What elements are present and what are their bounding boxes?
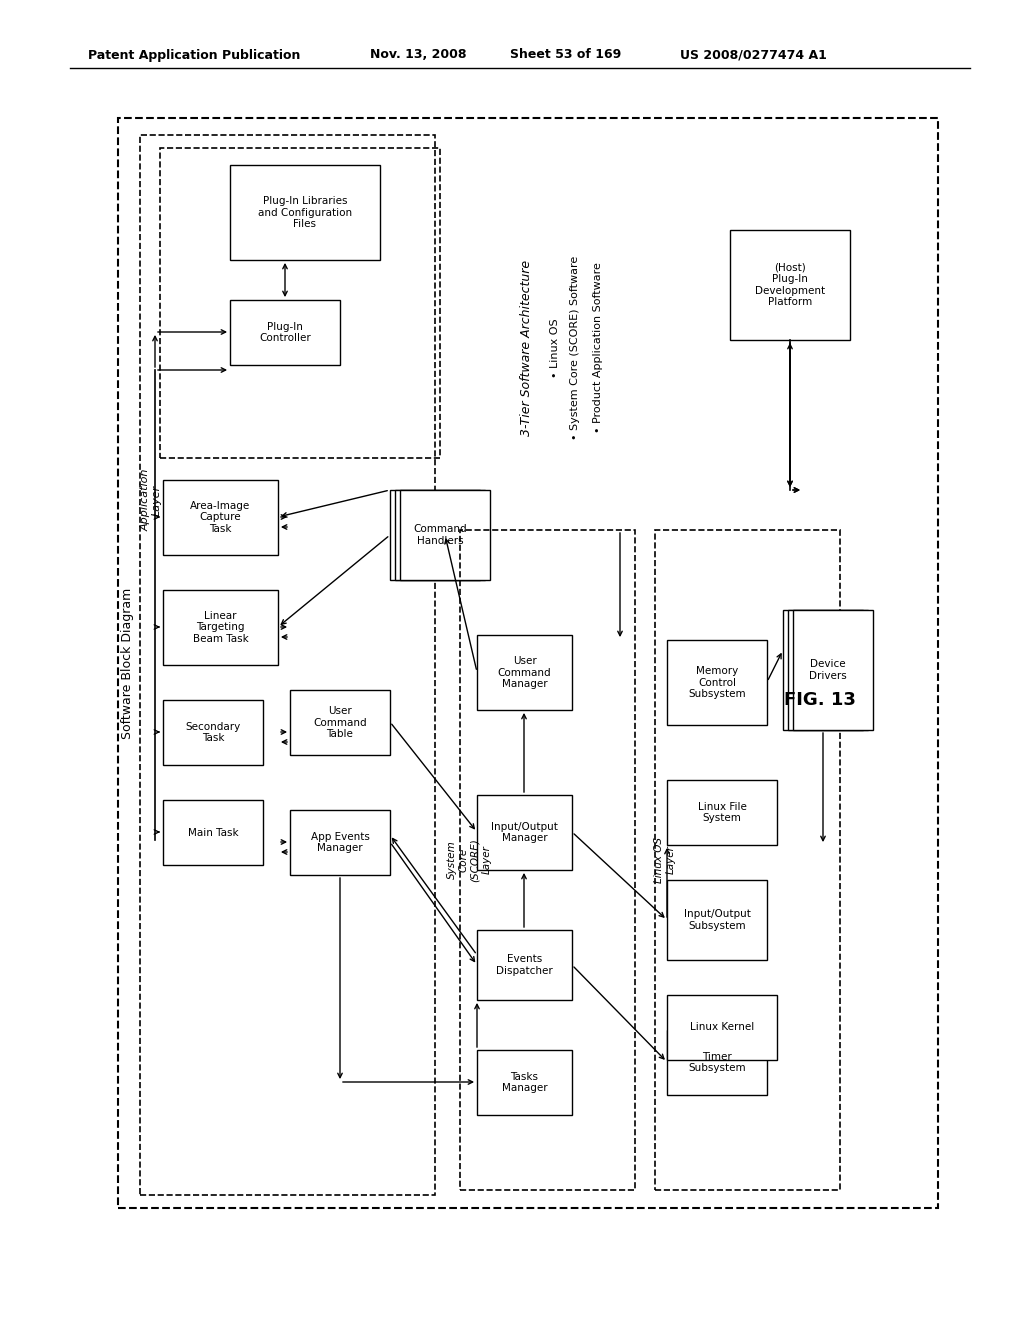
Bar (160, 148, 440, 458)
Text: Main Task: Main Task (187, 828, 239, 837)
Bar (230, 165, 380, 260)
Text: Memory
Control
Subsystem: Memory Control Subsystem (688, 665, 745, 700)
Bar (163, 800, 263, 865)
Bar (290, 810, 390, 875)
Text: Area-Image
Capture
Task: Area-Image Capture Task (190, 500, 251, 535)
Text: FIG. 13: FIG. 13 (784, 690, 856, 709)
Bar (140, 135, 435, 1195)
Bar (460, 531, 635, 1191)
Bar (395, 490, 485, 579)
Text: • Product Application Software: • Product Application Software (593, 263, 603, 433)
Text: Input/Output
Manager: Input/Output Manager (492, 821, 558, 843)
Text: Secondary
Task: Secondary Task (185, 722, 241, 743)
Text: Linear
Targeting
Beam Task: Linear Targeting Beam Task (193, 611, 249, 644)
Text: (Host)
Plug-In
Development
Platform: (Host) Plug-In Development Platform (755, 263, 825, 308)
Bar (230, 300, 340, 366)
Bar (667, 1030, 767, 1096)
Bar (390, 490, 480, 579)
Text: • Linux OS: • Linux OS (550, 318, 560, 378)
Bar (667, 780, 777, 845)
Text: App Events
Manager: App Events Manager (310, 832, 370, 853)
Text: Command
Handlers: Command Handlers (414, 524, 467, 545)
Bar (477, 1049, 572, 1115)
Bar (667, 640, 767, 725)
Bar (477, 795, 572, 870)
Text: Device
Drivers: Device Drivers (809, 659, 847, 681)
Text: Software Block Diagram: Software Block Diagram (121, 587, 133, 739)
Bar (163, 590, 278, 665)
Text: Linux File
System: Linux File System (697, 801, 746, 824)
Text: System
Core
(SCORE)
Layer: System Core (SCORE) Layer (446, 838, 492, 882)
Bar (163, 480, 278, 554)
Text: 3-Tier Software Architecture: 3-Tier Software Architecture (520, 260, 534, 436)
Text: Linux Kernel: Linux Kernel (690, 1023, 754, 1032)
Bar (793, 610, 873, 730)
Text: Nov. 13, 2008: Nov. 13, 2008 (370, 49, 467, 62)
Text: US 2008/0277474 A1: US 2008/0277474 A1 (680, 49, 826, 62)
Text: Sheet 53 of 169: Sheet 53 of 169 (510, 49, 622, 62)
Bar (477, 635, 572, 710)
Text: Events
Dispatcher: Events Dispatcher (496, 954, 553, 975)
Bar (400, 490, 490, 579)
Bar (730, 230, 850, 341)
Bar (118, 117, 938, 1208)
Text: Application
Layer: Application Layer (140, 469, 162, 531)
Bar (783, 610, 863, 730)
Bar (655, 531, 840, 1191)
Text: Timer
Subsystem: Timer Subsystem (688, 1052, 745, 1073)
Bar (290, 690, 390, 755)
Bar (788, 610, 868, 730)
Text: Tasks
Manager: Tasks Manager (502, 1072, 547, 1093)
Text: User
Command
Manager: User Command Manager (498, 656, 551, 689)
Text: User
Command
Table: User Command Table (313, 706, 367, 739)
Text: Plug-In
Controller: Plug-In Controller (259, 322, 311, 343)
Text: Linux OS
Layer: Linux OS Layer (654, 837, 676, 883)
Text: Patent Application Publication: Patent Application Publication (88, 49, 300, 62)
Text: • System Core (SCORE) Software: • System Core (SCORE) Software (570, 256, 580, 440)
Bar (163, 700, 263, 766)
Text: Plug-In Libraries
and Configuration
Files: Plug-In Libraries and Configuration File… (258, 195, 352, 230)
Bar (667, 880, 767, 960)
Bar (477, 931, 572, 1001)
Text: Input/Output
Subsystem: Input/Output Subsystem (684, 909, 751, 931)
Bar (667, 995, 777, 1060)
